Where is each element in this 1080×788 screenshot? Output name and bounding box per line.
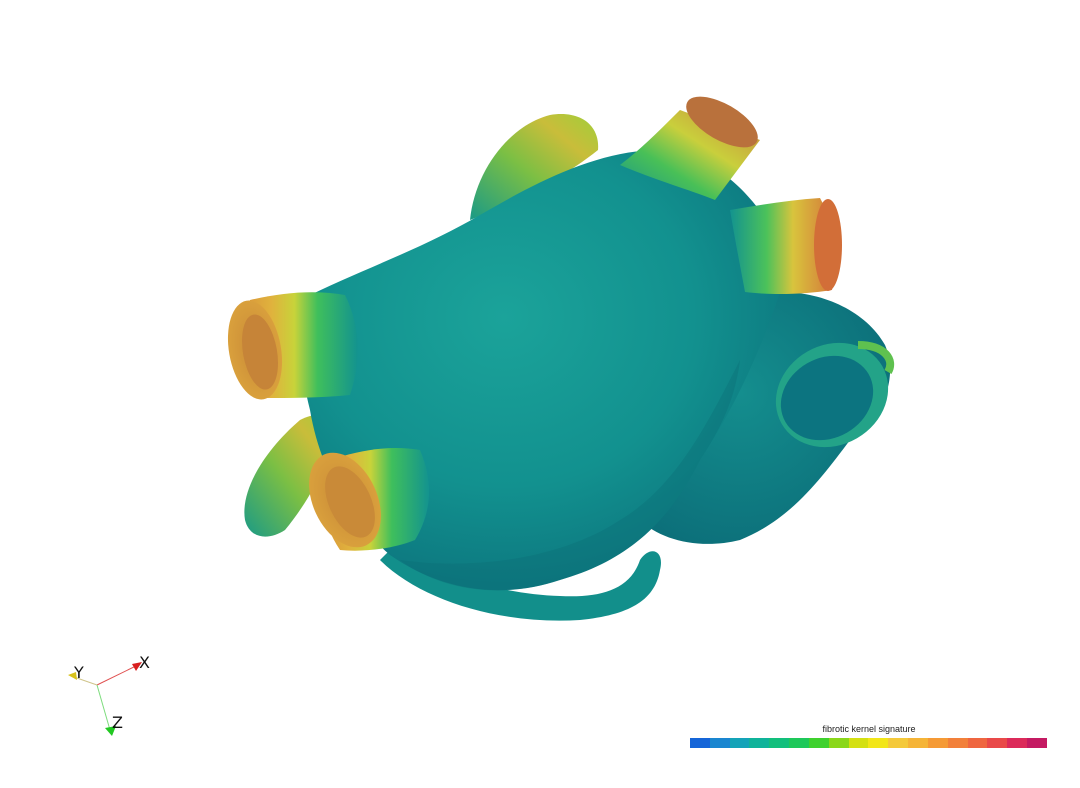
left-lower-pulmonary-vein: [309, 448, 430, 551]
upper-pulmonary-vein: [620, 96, 760, 200]
scalar-bar-swatch: [1027, 738, 1047, 748]
left-upper-pulmonary-vein: [227, 292, 358, 400]
scalar-bar-swatch: [769, 738, 790, 748]
y-axis-cone-icon: [68, 672, 77, 680]
scalar-bar-swatch: [690, 738, 710, 748]
scalar-bar-swatch: [709, 738, 730, 748]
scalar-bar-swatch: [987, 738, 1008, 748]
left-appendage-surface: [244, 414, 338, 537]
z-axis-label: Z: [112, 713, 123, 732]
scalar-bar-swatch: [967, 738, 988, 748]
scalar-bar-swatch: [848, 738, 869, 748]
upper-appendage-surface: [470, 114, 599, 220]
z-axis-cone-icon: [105, 726, 116, 736]
scalar-bar-swatch: [729, 738, 750, 748]
scalar-bar-gradient: [690, 738, 1047, 748]
scalar-bar: fibrotic kernel signature: [690, 724, 1048, 754]
orientation-axes: X Y Z: [68, 653, 150, 736]
scalar-bar-title: fibrotic kernel signature: [822, 724, 916, 734]
x-axis-cone-icon: [132, 662, 142, 671]
body-shadow: [400, 360, 740, 591]
scalar-bar-swatch: [947, 738, 968, 748]
right-pulmonary-vein: [730, 198, 842, 295]
scalar-bar-swatch: [828, 738, 849, 748]
scalar-bar-swatch: [808, 738, 829, 748]
y-axis-label: Y: [73, 663, 84, 682]
scalar-bar-swatch: [749, 738, 770, 748]
x-axis-label: X: [139, 653, 150, 672]
scalar-bar-swatch: [868, 738, 889, 748]
scalar-bar-swatch: [927, 738, 948, 748]
scalar-bar-swatch: [888, 738, 909, 748]
bottom-vessel-surface: [380, 545, 661, 621]
right-valve-opening: [775, 341, 895, 448]
scalar-bar-swatch: [1007, 738, 1028, 748]
scalar-bar-swatch: [908, 738, 928, 748]
scalar-bar-swatch: [789, 738, 809, 748]
